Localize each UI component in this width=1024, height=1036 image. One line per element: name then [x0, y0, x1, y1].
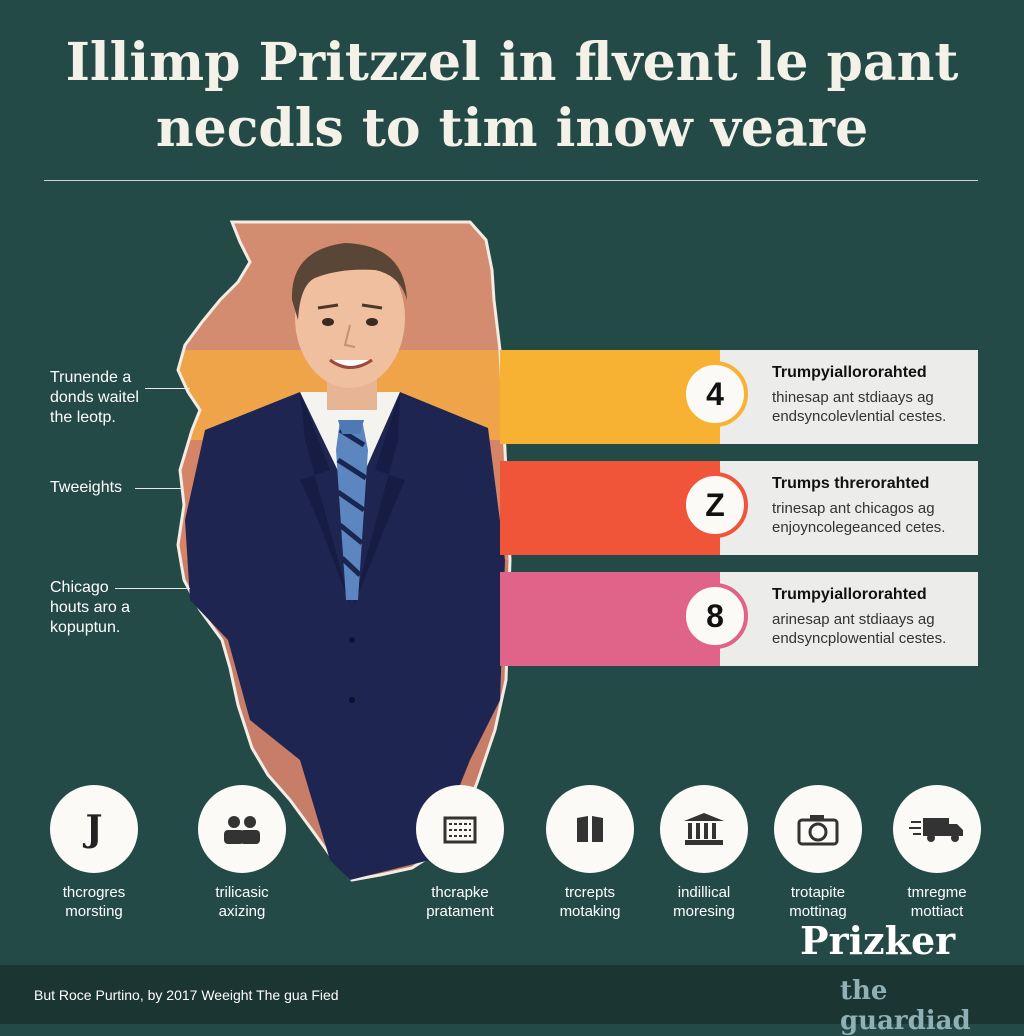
icon-item-6-label-line-2: mottinag: [789, 903, 847, 920]
icon-item-3: thcrapke pratament: [400, 785, 520, 921]
callout-3-leader: [115, 588, 190, 589]
callout-3-line-3: kopuptun.: [50, 619, 121, 636]
stat-bar-1: 4 Trumpyiallororahted thinesap ant stdia…: [500, 350, 978, 444]
stat-bar-3-text-line-2: endsyncplowential cestes.: [772, 630, 947, 647]
callout-3-line-2: houts aro a: [50, 599, 131, 616]
callout-2-line-1: Tweeights: [50, 479, 123, 496]
stat-bar-2-text-line-1: trinesap ant chicagos ag: [772, 500, 935, 517]
icon-item-4-label-line-1: trcrepts: [564, 884, 615, 901]
stat-bar-2: Z Trumps threrorahted trinesap ant chica…: [500, 461, 978, 555]
footer-band: [0, 965, 1024, 1024]
camera-icon: [774, 785, 862, 873]
building-sign-icon: [416, 785, 504, 873]
stat-bar-1-number: 4: [682, 361, 748, 427]
icon-item-1-label-line-1: thcrogres: [62, 884, 126, 901]
stat-bar-3-text-line-1: arinesap ant stdiaays ag: [772, 611, 935, 628]
icon-item-3-label-line-1: thcrapke: [431, 884, 489, 901]
icon-item-1-label: thcrogres morsting: [34, 883, 154, 921]
icon-item-2: trilicasic axizing: [182, 785, 302, 921]
stat-bar-2-number: Z: [682, 472, 748, 538]
callout-1: Trunende a donds waitel the leotp.: [50, 368, 139, 428]
icon-item-3-label-line-2: pratament: [426, 903, 494, 920]
stat-bar-3: 8 Trumpyiallororahted arinesap ant stdia…: [500, 572, 978, 666]
stat-bar-3-number: 8: [682, 583, 748, 649]
icon-item-6: trotapite mottinag: [758, 785, 878, 921]
stat-bar-1-text: thinesap ant stdiaays ag endsyncolevlent…: [772, 388, 946, 426]
title-divider: [44, 180, 978, 181]
callout-1-line-1: Trunende a: [50, 369, 132, 386]
headline: Illimp Pritzzel in flvent le pant necdls…: [0, 30, 1024, 162]
headline-line-1: Illimp Pritzzel in flvent le pant: [65, 32, 959, 93]
stat-bar-3-text: arinesap ant stdiaays ag endsyncplowenti…: [772, 610, 946, 648]
letter-j-glyph: J: [85, 808, 103, 850]
people-icon: [198, 785, 286, 873]
government-building-icon: [660, 785, 748, 873]
stat-bar-2-panel: [720, 461, 978, 555]
icon-item-7: tmregme mottiact: [877, 785, 997, 921]
callout-1-line-2: donds waitel: [50, 389, 139, 406]
stat-bar-1-panel: [720, 350, 978, 444]
publisher-logo: the guardiad: [840, 976, 971, 1036]
headline-line-2: necdls to tim inow veare: [155, 98, 869, 159]
icon-item-2-label-line-1: trilicasic: [215, 884, 269, 901]
stat-bar-2-text-line-2: enjoyncolegeanced cetes.: [772, 519, 946, 536]
icon-item-4-label: trcrepts motaking: [530, 883, 650, 921]
stat-bar-3-panel: [720, 572, 978, 666]
callout-1-line-3: the leotp.: [50, 409, 116, 426]
icon-item-2-label-line-2: axizing: [218, 903, 266, 920]
icon-item-3-label: thcrapke pratament: [400, 883, 520, 921]
stat-bar-2-text: trinesap ant chicagos ag enjoyncolegeanc…: [772, 499, 945, 537]
stat-bar-3-heading: Trumpyiallororahted: [772, 586, 927, 603]
book-icon: [546, 785, 634, 873]
callout-3: Chicago houts aro a kopuptun.: [50, 578, 130, 638]
stat-bar-1-text-line-1: thinesap ant stdiaays ag: [772, 389, 934, 406]
stat-bar-2-heading: Trumps threrorahted: [772, 475, 930, 492]
footer-credit: But Roce Purtino, by 2017 Weeight The gu…: [34, 987, 339, 1003]
icon-item-6-label: trotapite mottinag: [758, 883, 878, 921]
icon-item-7-label-line-2: mottiact: [910, 903, 964, 920]
letter-j-icon: J: [50, 785, 138, 873]
icon-item-4: trcrepts motaking: [530, 785, 650, 921]
icon-item-2-label: trilicasic axizing: [182, 883, 302, 921]
stat-bar-1-text-line-2: endsyncolevlential cestes.: [772, 408, 947, 425]
callout-2-leader: [135, 488, 183, 489]
icon-item-1-label-line-2: morsting: [65, 903, 123, 920]
callout-1-leader: [145, 388, 190, 389]
icon-item-5: indillical moresing: [644, 785, 764, 921]
stat-bar-1-heading: Trumpyiallororahted: [772, 364, 927, 381]
callout-2: Tweeights: [50, 478, 122, 498]
icon-item-7-label-line-1: tmregme: [907, 884, 967, 901]
icon-item-5-label-line-1: indillical: [677, 884, 731, 901]
icon-item-6-label-line-1: trotapite: [790, 884, 846, 901]
icon-item-1: J thcrogres morsting: [34, 785, 154, 921]
icon-item-7-label: tmregme mottiact: [877, 883, 997, 921]
delivery-truck-icon: [893, 785, 981, 873]
icon-item-5-label: indillical moresing: [644, 883, 764, 921]
callout-3-line-1: Chicago: [50, 579, 109, 596]
icon-item-5-label-line-2: moresing: [673, 903, 735, 920]
icon-item-4-label-line-2: motaking: [559, 903, 621, 920]
brand-logo: Prizker: [800, 918, 956, 963]
